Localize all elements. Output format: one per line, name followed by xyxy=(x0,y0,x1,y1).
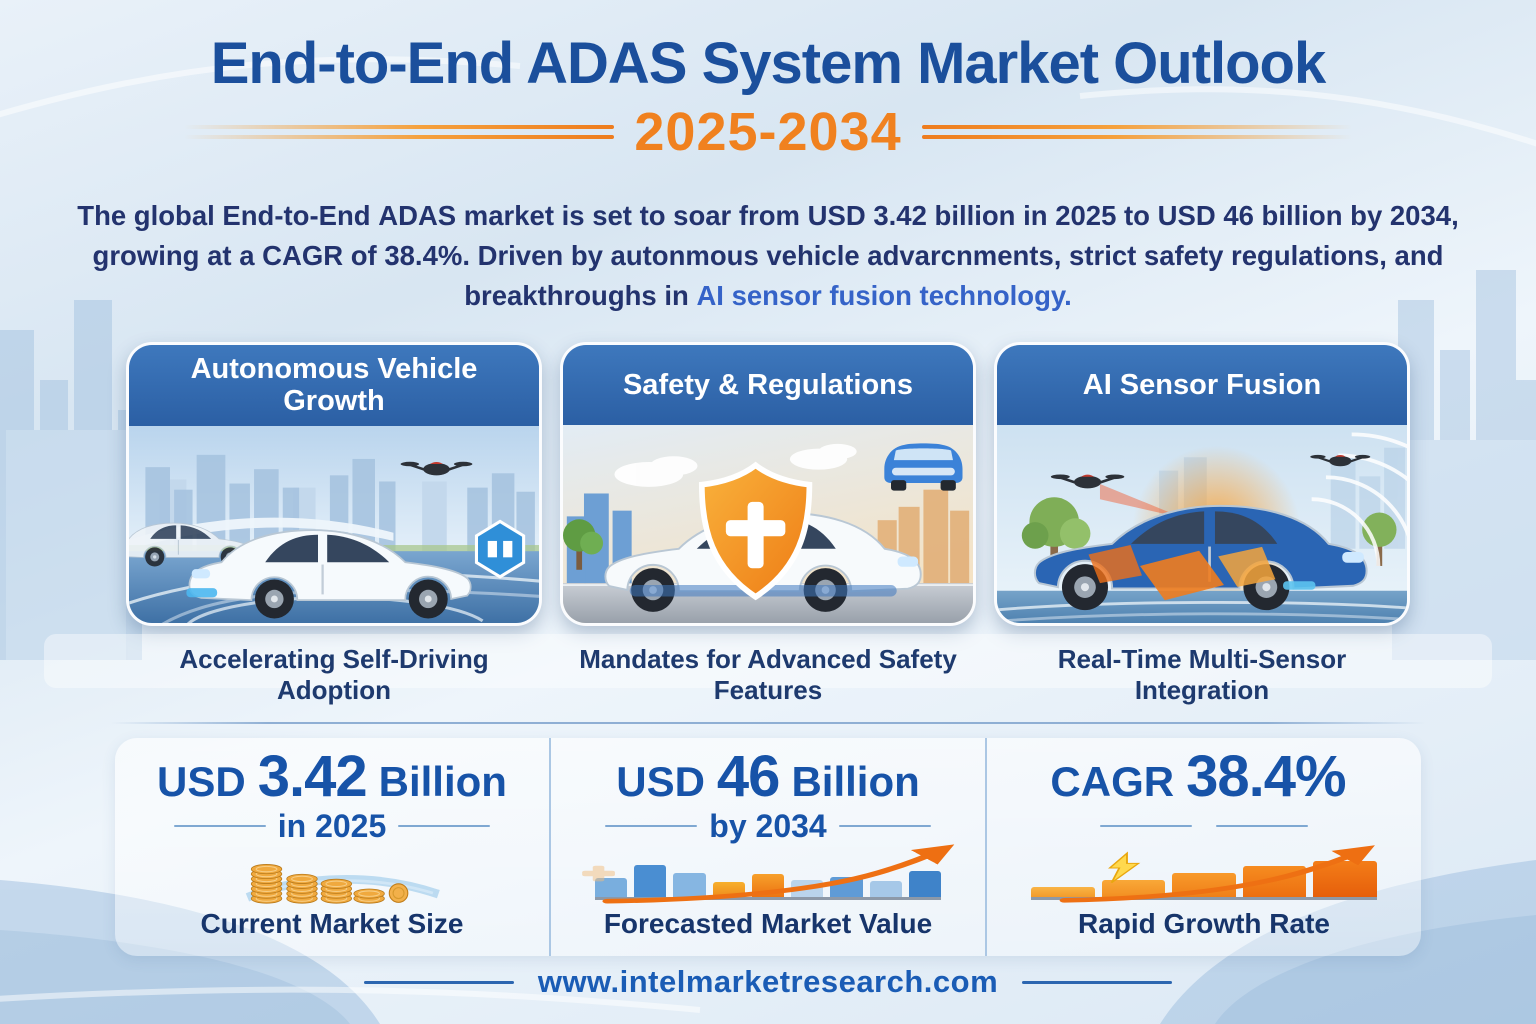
stat-subline xyxy=(1100,808,1308,844)
period-row: 2025-2034 xyxy=(0,105,1536,159)
card-safety-regulations: Safety & Regulations xyxy=(560,342,976,626)
page-title: End-to-End ADAS System Market Outlook xyxy=(210,31,1327,96)
tree-icon xyxy=(563,519,604,570)
stat-subline: in 2025 xyxy=(173,808,491,844)
stat-subline: by 2034 xyxy=(605,808,931,844)
intro-line-3: breakthroughs in AI sensor fusion techno… xyxy=(464,279,1072,311)
floating-car-icon xyxy=(884,443,963,491)
card-title: AI Sensor Fusion xyxy=(997,345,1407,425)
growth-bars-arrow-icon xyxy=(997,844,1411,904)
stat-heading: CAGR 38.4% xyxy=(1050,744,1346,809)
card-art-autonomous xyxy=(129,425,539,623)
card-art-sensor-fusion xyxy=(997,425,1407,623)
caption-sensor-fusion: Real-Time Multi-Sensor Integration xyxy=(1057,644,1347,705)
stats-panel: USD 3.42 Billion in 2025 Curr xyxy=(115,738,1421,956)
captions-row: Accelerating Self-Driving Adoption Manda… xyxy=(126,644,1410,706)
period-text: 2025-2034 xyxy=(634,101,902,162)
intro-line-2: growing at a CAGR of 38.4%. Driven by au… xyxy=(92,239,1444,271)
website-url: www.intelmarketresearch.com xyxy=(537,964,999,999)
caption-band xyxy=(44,634,1492,688)
plus-icon xyxy=(582,865,615,882)
intro-paragraph: The global End-to-End ADAS market is set… xyxy=(58,196,1478,316)
card-autonomous-vehicle-growth: Autonomous Vehicle Growth xyxy=(126,342,542,626)
hex-badge-icon xyxy=(474,519,526,579)
feature-cards: Autonomous Vehicle Growth xyxy=(126,342,1410,626)
coins-stack-icon xyxy=(125,844,539,904)
stat-current-market-size: USD 3.42 Billion in 2025 Curr xyxy=(115,738,549,956)
period-line-left xyxy=(184,124,615,139)
trend-arrow-icon xyxy=(602,844,955,904)
stat-label: Forecasted Market Value xyxy=(603,908,933,939)
intro-line-1: The global End-to-End ADAS market is set… xyxy=(77,200,1459,231)
caption-safety: Mandates for Advanced Safety Features xyxy=(579,644,957,705)
section-divider xyxy=(110,722,1426,724)
stat-label: Rapid Growth Rate xyxy=(1077,908,1330,939)
footer-line-left xyxy=(363,980,514,984)
stat-heading: USD 3.42 Billion xyxy=(157,744,507,809)
camo-pattern xyxy=(1088,544,1276,601)
header: End-to-End ADAS System Market Outlook 20… xyxy=(0,31,1536,159)
stat-heading: USD 46 Billion xyxy=(616,744,920,809)
caption-autonomous: Accelerating Self-Driving Adoption xyxy=(179,644,489,705)
footer-line-right xyxy=(1022,980,1173,984)
trend-arrow-icon xyxy=(1059,845,1375,903)
card-title: Autonomous Vehicle Growth xyxy=(129,345,539,426)
card-art-safety xyxy=(563,425,973,623)
stat-label: Current Market Size xyxy=(200,908,464,939)
lightning-icon xyxy=(1108,851,1141,884)
shield-cross-icon xyxy=(698,461,813,601)
sensor-beam xyxy=(1099,483,1184,519)
period-line-right xyxy=(921,124,1352,139)
card-ai-sensor-fusion: AI Sensor Fusion xyxy=(994,342,1410,626)
footer: www.intelmarketresearch.com xyxy=(0,964,1536,1000)
stat-forecasted-market-value: USD 46 Billion by 2034 Forecasted Market V… xyxy=(549,738,985,956)
bar-chart-trend-icon xyxy=(561,844,975,904)
stat-rapid-growth-rate: CAGR 38.4% Rapid Growth Rate xyxy=(985,738,1421,956)
card-title: Safety & Regulations xyxy=(563,345,973,425)
